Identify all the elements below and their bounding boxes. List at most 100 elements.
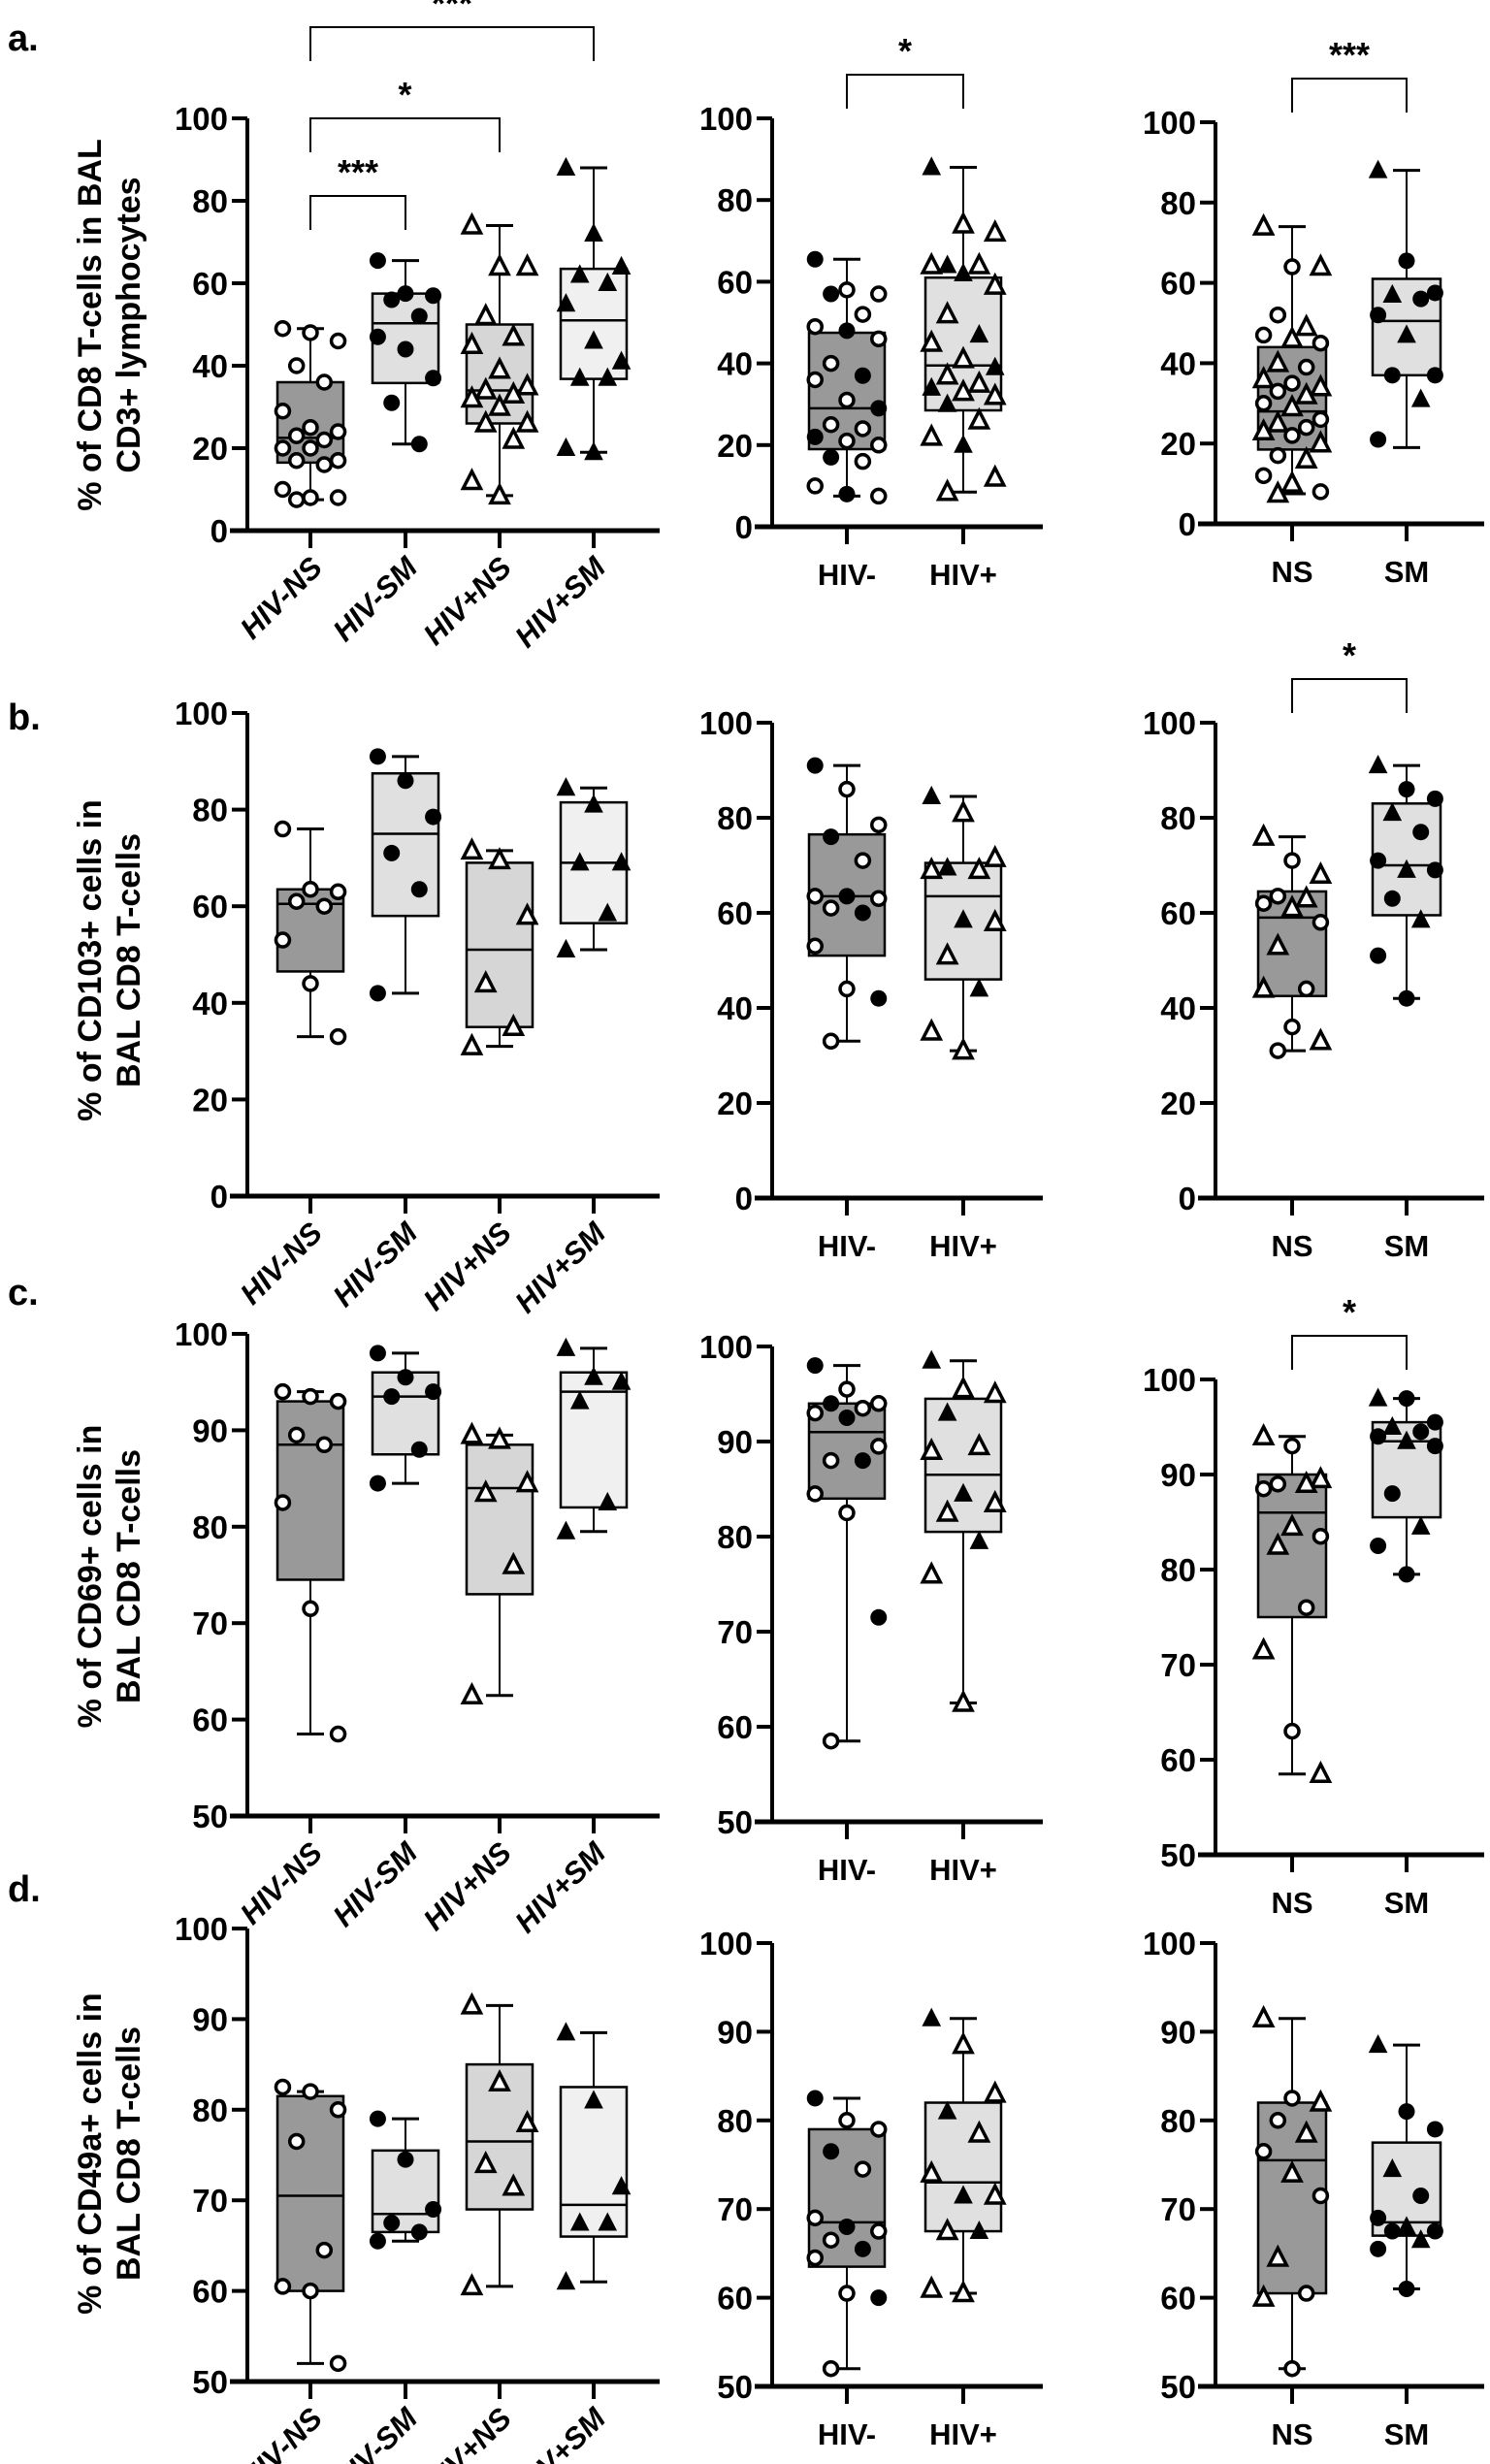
box-HIV+ [920,156,1007,502]
data-point [598,2212,618,2231]
box-HIV- [806,1357,888,1750]
data-point [302,1387,319,1406]
data-point [922,2007,942,2026]
data-point [983,272,1007,295]
data-point [1312,483,1330,501]
x-tick-label: HIV-NS [234,550,329,645]
y-tick-label: 100 [175,696,228,731]
data-point [1398,1566,1415,1583]
x-tick-label: HIV- [818,1853,876,1887]
y-tick-label: 40 [192,348,228,384]
box-iqr [923,2101,1003,2233]
data-point [556,777,576,796]
data-point [584,222,603,242]
x-tick-label: HIV+ [929,1853,997,1887]
x-tick-label: NS [1271,1229,1312,1263]
data-point [473,2151,498,2174]
data-point [1398,2280,1415,2297]
data-point [1266,2244,1290,2267]
data-point [922,376,942,396]
data-point [1283,1018,1301,1036]
data-point [1280,394,1304,417]
x-tick-label: HIV+SM [508,549,613,654]
data-point [460,1992,484,2015]
y-tick-label: 80 [717,800,753,836]
y-tick-label: 100 [175,1316,228,1352]
box-HIV+SM [556,1337,632,1540]
data-point [1280,2159,1304,2183]
panel-label: c. [8,1273,39,1313]
data-point [569,264,590,283]
data-point [460,1681,484,1704]
data-point [1309,1466,1333,1489]
data-point [425,808,442,826]
y-tick-label: 100 [175,1911,228,1947]
data-point [287,357,306,374]
data-point [410,881,428,898]
data-point [598,367,618,386]
data-point [315,373,334,391]
data-point [397,285,414,303]
data-point [369,1345,386,1362]
data-point [556,938,576,958]
box-SM [1368,2034,1443,2297]
data-point [1398,989,1415,1007]
data-point [1426,861,1443,879]
data-point [1383,2222,1401,2240]
data-point [952,345,975,369]
bracket-line [1291,1335,1408,1370]
data-point [556,156,576,176]
y-tick-label: 40 [717,990,753,1026]
y-tick-label: 80 [192,793,228,828]
data-point [488,393,511,416]
y-axis-title-line: % of CD103+ cells in [72,799,109,1121]
subplot-3: 50 60 70 80 90 100 NS SM * [1143,1292,1484,1920]
data-point [952,1376,975,1399]
data-point [1426,2121,1443,2138]
data-point [1251,2284,1276,2307]
data-point [315,897,334,915]
data-point [838,1504,856,1522]
box-iqr [275,888,345,973]
y-tick-label: 60 [717,1709,753,1745]
x-tick-label: HIV-SM [326,549,424,647]
significance-bracket: * [1291,1292,1408,1370]
panel-row-b: b. % of CD103+ cells in BAL CD8 T-cells 0 20… [8,635,1484,1319]
data-point [1280,1513,1304,1537]
data-point [870,1438,888,1455]
panel-row-d: d. % of CD49a+ cells in BAL CD8 T-cells 50 6… [8,1869,1484,2464]
data-point [1383,890,1401,907]
data-point [502,1013,526,1036]
data-point [1254,395,1273,412]
data-point [1269,382,1287,401]
data-point [1309,373,1333,397]
box-iqr [1256,1473,1328,1619]
panel-row-c: c. % of CD69+ cells in BAL CD8 T-cells 50 60… [8,1273,1484,1939]
x-tick-label: HIV-NS [234,1216,329,1311]
y-axis-title-line: % of CD49a+ cells in [72,1993,109,2315]
data-point [1283,374,1301,392]
y-tick-label: 20 [192,1082,228,1118]
data-point [611,2176,632,2195]
data-point [823,1395,840,1412]
y-tick-label: 90 [192,2001,228,2037]
data-point [1412,2187,1430,2204]
data-point [302,2282,319,2300]
box-iqr [807,331,887,451]
data-point [937,254,957,274]
data-point [274,1494,292,1511]
y-tick-label: 80 [717,1519,753,1555]
data-point [937,857,957,876]
y-tick-label: 100 [699,1329,753,1365]
data-point [383,2215,401,2232]
y-tick-label: 70 [192,2183,228,2219]
data-point [369,2232,386,2250]
data-point [302,1600,319,1618]
data-point [983,908,1007,932]
data-point [806,888,824,905]
data-point [410,2223,428,2241]
data-point [838,980,856,998]
data-point [854,367,871,384]
data-point [1426,1413,1443,1431]
data-point [920,423,944,446]
